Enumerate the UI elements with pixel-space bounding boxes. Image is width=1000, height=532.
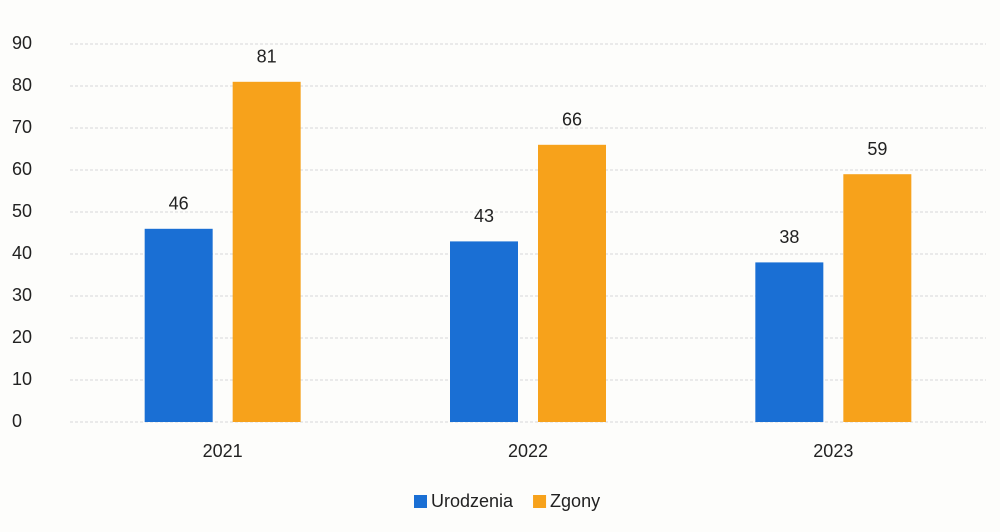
data-label: 59 <box>867 139 887 159</box>
y-tick-label: 40 <box>12 243 32 263</box>
y-tick-label: 20 <box>12 327 32 347</box>
bar <box>144 228 213 422</box>
y-tick-label: 80 <box>12 75 32 95</box>
legend-swatch <box>533 495 547 508</box>
x-tick-label: 2021 <box>203 441 243 461</box>
x-tick-label: 2023 <box>813 441 853 461</box>
bar <box>538 144 606 423</box>
data-label: 46 <box>169 194 189 214</box>
data-label: 66 <box>562 110 582 130</box>
y-tick-label: 30 <box>12 285 32 305</box>
y-tick-label: 60 <box>12 159 32 179</box>
y-tick-label: 0 <box>12 411 22 431</box>
y-tick-label: 50 <box>12 201 32 221</box>
data-label: 81 <box>257 47 277 67</box>
y-tick-label: 70 <box>12 117 32 137</box>
bar <box>755 262 824 422</box>
bar <box>843 174 912 422</box>
data-label: 43 <box>474 206 494 226</box>
y-tick-label: 90 <box>12 33 32 53</box>
legend-swatch <box>414 495 427 508</box>
bar <box>232 81 301 423</box>
data-label: 38 <box>779 227 799 247</box>
legend-label: Urodzenia <box>431 491 514 511</box>
y-tick-label: 10 <box>12 369 32 389</box>
legend-label: Zgony <box>550 491 600 511</box>
x-tick-label: 2022 <box>508 441 548 461</box>
bar <box>450 241 518 422</box>
